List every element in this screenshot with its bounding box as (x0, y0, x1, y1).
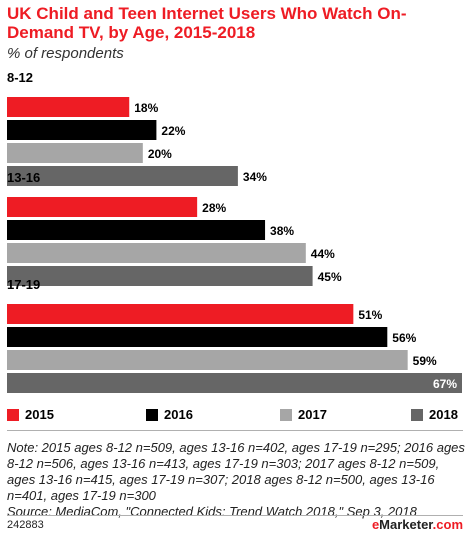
bar-8-12-2016 (7, 120, 157, 140)
emarketer-logo: eMarketer.com (371, 517, 463, 532)
legend-label-2017: 2017 (298, 407, 327, 422)
legend-divider (7, 430, 463, 431)
value-label-17-19-2015: 51% (358, 308, 382, 322)
value-label-13-16-2017: 44% (311, 247, 335, 261)
value-label-17-19-2017: 59% (413, 354, 437, 368)
bar-8-12-2015 (7, 97, 130, 117)
bar-13-16-2018 (7, 266, 313, 286)
bar-13-16-2015 (7, 197, 198, 217)
value-label-8-12-2016: 22% (161, 124, 185, 138)
bar-13-16-2017 (7, 243, 306, 263)
footer-divider (7, 515, 463, 516)
value-label-13-16-2015: 28% (202, 201, 226, 215)
bar-17-19-2017 (7, 350, 408, 370)
value-label-17-19-2016: 56% (392, 331, 416, 345)
value-label-8-12-2017: 20% (148, 147, 172, 161)
chart-subtitle: % of respondents (7, 45, 124, 62)
bar-8-12-2017 (7, 143, 143, 163)
chart-note: Note: 2015 ages 8-12 n=509, ages 13-16 n… (7, 440, 467, 520)
value-label-17-19-2018: 67% (433, 377, 457, 391)
chart-legend: 2015 2016 2017 2018 (0, 408, 470, 428)
legend-item-2018: 2018 (411, 408, 458, 422)
bar-13-16-2016 (7, 220, 266, 240)
bar-17-19-2015 (7, 304, 354, 324)
note-text: Note: 2015 ages 8-12 n=509, ages 13-16 n… (7, 440, 465, 503)
legend-swatch-2016 (146, 409, 158, 421)
legend-swatch-2017 (280, 409, 292, 421)
legend-label-2016: 2016 (164, 407, 193, 422)
legend-label-2018: 2018 (429, 407, 458, 422)
value-label-8-12-2018: 34% (243, 170, 267, 184)
legend-item-2015: 2015 (7, 408, 54, 422)
value-label-13-16-2018: 45% (318, 270, 342, 284)
category-label-13-16: 13-16 (7, 170, 40, 185)
bar-chart: 8-12 18%22% 20% 34% 13-16 28% 38% 44% 45% 17-19 51… (7, 70, 462, 393)
legend-swatch-2018 (411, 409, 423, 421)
category-label-8-12: 8-12 (7, 70, 33, 85)
bar-17-19-2018 (7, 373, 462, 393)
value-label-8-12-2015: 18% (134, 101, 158, 115)
legend-item-2016: 2016 (146, 408, 193, 422)
chart-title: UK Child and Teen Internet Users Who Wat… (7, 4, 407, 42)
bar-8-12-2018 (7, 166, 238, 186)
value-label-13-16-2016: 38% (270, 224, 294, 238)
legend-swatch-2015 (7, 409, 19, 421)
chart-id: 242883 (7, 519, 44, 531)
legend-label-2015: 2015 (25, 407, 54, 422)
category-label-17-19: 17-19 (7, 277, 40, 292)
bar-17-19-2016 (7, 327, 388, 347)
legend-item-2017: 2017 (280, 408, 327, 422)
